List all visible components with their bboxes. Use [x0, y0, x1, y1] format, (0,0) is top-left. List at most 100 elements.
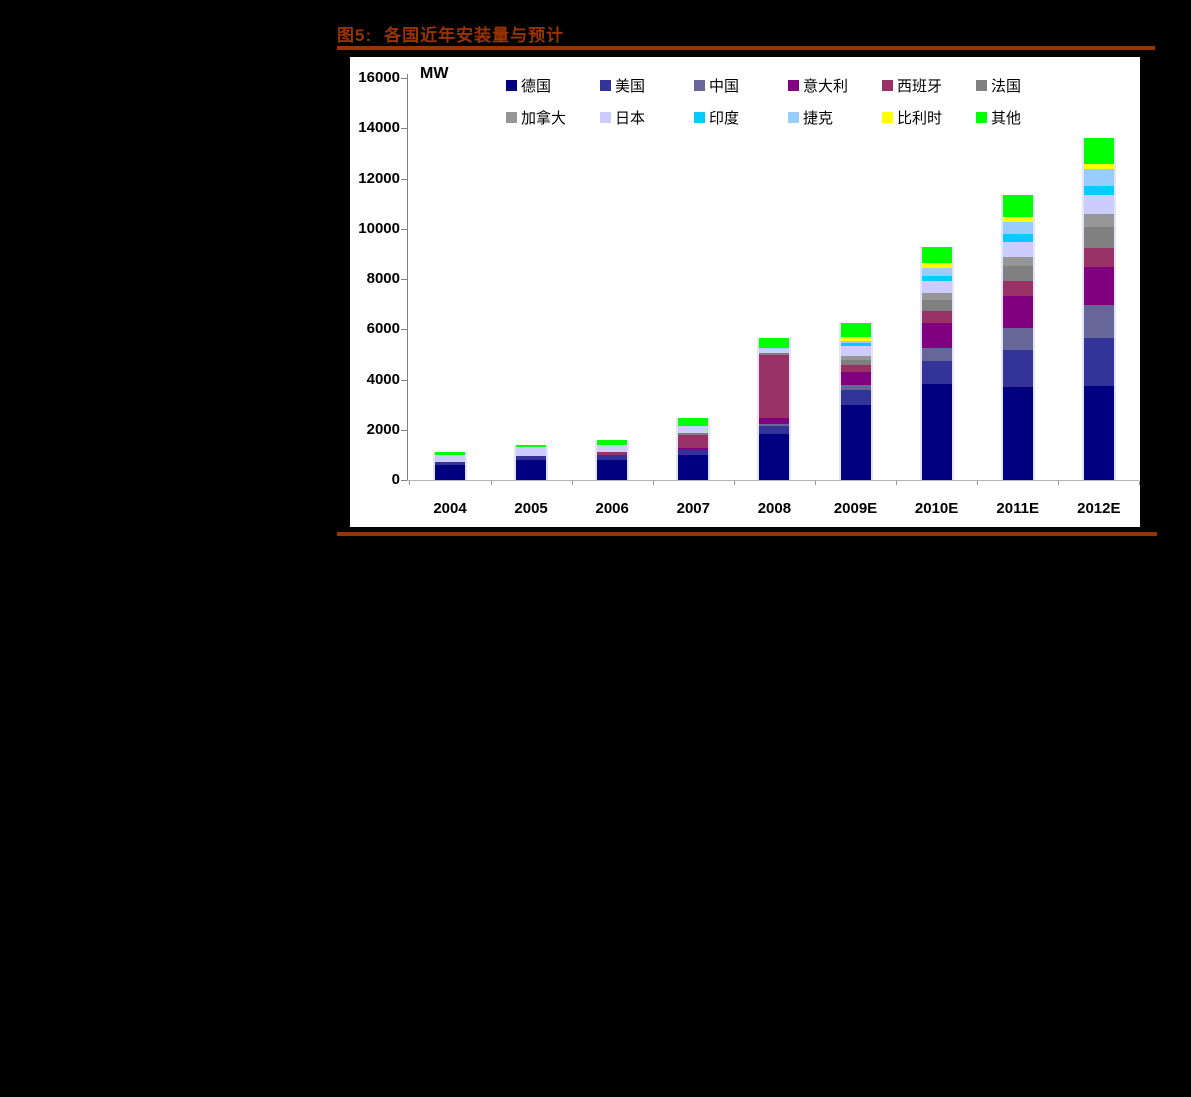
y-tick-label: 6000 [366, 320, 400, 338]
legend-swatch-icon [976, 111, 987, 123]
bar-segment-中国 [1083, 304, 1114, 338]
legend: 德国 美国 中国 意大利 西班牙 法国 加拿大 日本 印度 捷克 比利时 其他 [506, 69, 1070, 133]
bar-segment-比利时 [1083, 164, 1114, 170]
bar-segment-美国 [597, 454, 628, 460]
bar-segment-比利时 [840, 337, 871, 342]
bar-segment-捷克 [921, 267, 952, 276]
bar-segment-捷克 [759, 347, 790, 350]
bar-segment-意大利 [759, 417, 790, 424]
bar-segment-意大利 [1002, 296, 1033, 328]
legend-label: 德国 [521, 77, 552, 95]
bar-segment-法国 [678, 432, 709, 436]
bar-segment-日本 [1002, 241, 1033, 257]
bottom-rule [337, 532, 1157, 536]
bar-segment-其他 [597, 440, 628, 445]
bar-segment-美国 [1083, 337, 1114, 386]
bar-segment-中国 [759, 423, 790, 426]
bar-segment-德国 [921, 384, 952, 480]
legend-item: 意大利 [788, 69, 882, 101]
bar-stack [757, 338, 792, 480]
x-tick-label: 2007 [676, 500, 710, 517]
bar-segment-法国 [1083, 226, 1114, 249]
legend-label: 其他 [991, 109, 1022, 127]
legend-label: 比利时 [897, 109, 943, 127]
y-tick-label: 0 [391, 471, 400, 488]
bar-segment-德国 [435, 464, 465, 480]
legend-item: 比利时 [882, 101, 976, 133]
x-tick [896, 481, 898, 485]
legend-label: 法国 [991, 77, 1022, 95]
bar-segment-法国 [1002, 265, 1033, 282]
bar-segment-德国 [1002, 387, 1033, 480]
bar-segment-美国 [678, 449, 709, 456]
bar-segment-法国 [840, 359, 871, 365]
bar-segment-加拿大 [1002, 256, 1033, 266]
x-tick [652, 481, 654, 485]
bar-stack [433, 452, 467, 480]
bar-segment-捷克 [1083, 169, 1114, 186]
bar-segment-中国 [1002, 327, 1033, 351]
bar-segment-西班牙 [597, 451, 628, 455]
bar-segment-日本 [516, 446, 547, 457]
bar-segment-德国 [759, 434, 790, 480]
legend-swatch-icon [694, 111, 705, 123]
bar-segment-西班牙 [921, 311, 952, 323]
x-tick-label: 2009E [833, 500, 878, 517]
title-rule [337, 46, 1155, 50]
legend-label: 日本 [615, 109, 646, 127]
legend-item: 加拿大 [506, 101, 600, 133]
bar-segment-西班牙 [759, 355, 790, 418]
bar-segment-意大利 [921, 322, 952, 348]
legend-label: 捷克 [803, 109, 834, 127]
bar-segment-西班牙 [678, 435, 709, 448]
bar-segment-美国 [435, 462, 465, 465]
bar-segment-比利时 [1002, 216, 1033, 223]
chart-panel: MW 德国 美国 中国 意大利 西班牙 法国 加拿大 日本 印度 捷克 比利时 其他 0 2000 400… [350, 57, 1141, 527]
x-tick-label: 2005 [514, 500, 548, 517]
bar-segment-意大利 [1083, 266, 1114, 305]
legend-swatch-icon [788, 79, 799, 91]
bar-segment-其他 [435, 452, 465, 455]
bar-stack [1081, 137, 1116, 480]
bar-stack [919, 246, 954, 480]
y-tick-label: 8000 [366, 270, 400, 287]
y-tick-label: 2000 [366, 420, 400, 438]
legend-swatch-icon [506, 79, 517, 91]
y-tick [401, 329, 407, 331]
figure-title-prefix: 图5: [337, 26, 373, 45]
y-axis-line [407, 74, 408, 480]
x-tick-label: 2010E [914, 500, 959, 517]
x-tick [977, 481, 979, 485]
bar-segment-意大利 [678, 447, 709, 450]
y-tick [401, 128, 407, 130]
bar-segment-日本 [759, 349, 790, 353]
legend-label: 意大利 [803, 77, 849, 95]
legend-item: 美国 [600, 69, 694, 101]
legend-swatch-icon [600, 79, 611, 91]
x-tick-label: 2011E [996, 500, 1039, 517]
bar-stack [595, 440, 630, 480]
bar-segment-西班牙 [840, 364, 871, 373]
legend-item: 捷克 [788, 101, 882, 133]
bar-segment-比利时 [921, 263, 952, 268]
bar-segment-其他 [921, 246, 952, 264]
legend-swatch-icon [882, 111, 893, 123]
bar-segment-德国 [678, 455, 709, 480]
bar-segment-美国 [759, 425, 790, 435]
bar-segment-法国 [759, 353, 790, 356]
bar-segment-日本 [921, 281, 952, 293]
bar-segment-加拿大 [1083, 213, 1114, 227]
x-tick [733, 481, 735, 485]
legend-label: 西班牙 [897, 77, 943, 95]
bar-stack [514, 445, 549, 480]
bar-segment-日本 [1083, 195, 1114, 214]
bar-segment-日本 [597, 444, 628, 452]
x-tick [409, 481, 411, 485]
x-tick [814, 481, 816, 485]
legend-item: 德国 [506, 69, 600, 101]
legend-item: 日本 [600, 101, 694, 133]
bar-segment-印度 [921, 275, 952, 282]
bar-segment-法国 [921, 299, 952, 312]
legend-swatch-icon [506, 111, 517, 123]
bar-stack [1000, 195, 1035, 480]
